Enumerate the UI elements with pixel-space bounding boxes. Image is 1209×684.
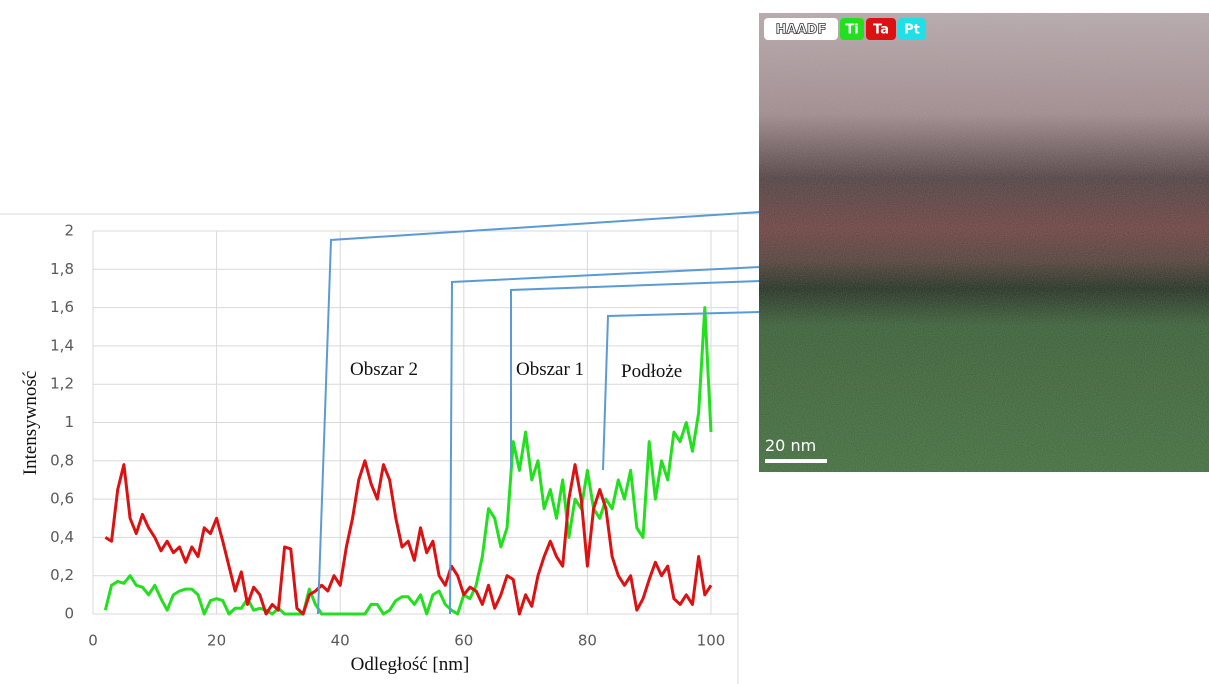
- x-axis-title: Odległość [nm]: [351, 654, 470, 675]
- y-tick-label: 1: [64, 413, 74, 431]
- scale-bar: [765, 459, 827, 463]
- callout-line: [450, 267, 760, 614]
- y-tick-label: 0,4: [50, 528, 74, 546]
- annotation: Podłoże: [621, 361, 682, 382]
- x-tick-label: 80: [578, 632, 597, 650]
- scale-bar-label: 20 nm: [765, 436, 816, 455]
- y-tick-label: 0,6: [50, 490, 74, 508]
- callout-line: [318, 212, 760, 614]
- map-noise: [759, 13, 1209, 472]
- y-tick-label: 1,2: [50, 375, 74, 393]
- label: Pt: [904, 23, 920, 38]
- label: Ta: [873, 23, 889, 38]
- callouts: [318, 212, 760, 614]
- y-tick-label: 0,8: [50, 451, 74, 469]
- y-axis-title: Intensywność: [20, 371, 41, 475]
- y-tick-label: 0,2: [50, 566, 74, 584]
- x-tick-label: 100: [697, 632, 726, 650]
- x-tick-label: 0: [88, 632, 98, 650]
- chart: Obszar 2 Obszar 1 Podłoże Odległość [nm]…: [0, 0, 1209, 684]
- x-tick-label: 20: [207, 632, 226, 650]
- y-tick-label: 1,8: [50, 260, 74, 278]
- x-tick-label: 60: [454, 632, 473, 650]
- x-tick-label: 40: [331, 632, 350, 650]
- y-tick-label: 0: [64, 605, 74, 623]
- y-tick-label: 1,4: [50, 336, 74, 354]
- label: Ti: [845, 23, 858, 38]
- annotation: Obszar 1: [516, 359, 584, 380]
- y-tick-label: 2: [64, 222, 74, 240]
- callout-line: [603, 312, 760, 470]
- y-tick-label: 1,6: [50, 298, 74, 316]
- eds-map: HAADF Ti Ta Pt 20 nm: [759, 13, 1209, 472]
- label: HAADF: [776, 23, 827, 38]
- annotation: Obszar 2: [350, 359, 418, 380]
